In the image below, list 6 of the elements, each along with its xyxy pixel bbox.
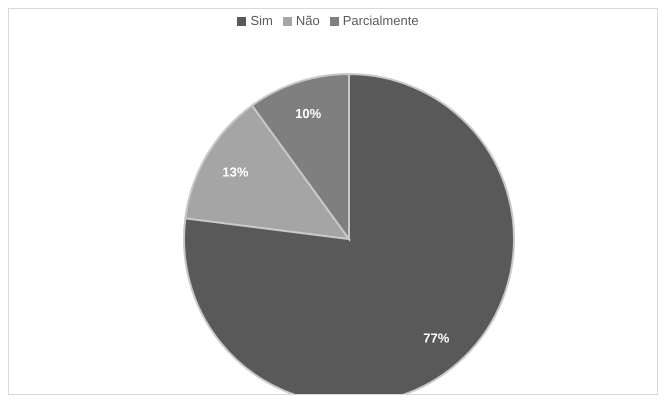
data-label: 10% <box>295 106 322 121</box>
data-label: 77% <box>423 330 450 346</box>
legend-label: Não <box>296 13 320 28</box>
legend-label: Parcialmente <box>342 13 419 28</box>
data-label: 13% <box>222 164 249 180</box>
legend-label: Sim <box>250 13 273 28</box>
